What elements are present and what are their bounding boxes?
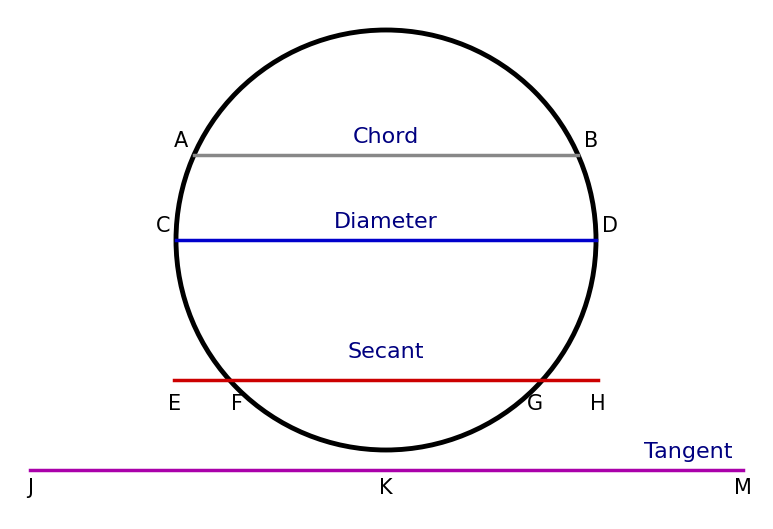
Text: Diameter: Diameter — [334, 212, 438, 232]
Text: Secant: Secant — [348, 342, 424, 362]
Text: J: J — [27, 478, 33, 498]
Text: M: M — [734, 478, 752, 498]
Text: B: B — [584, 131, 598, 151]
Text: E: E — [168, 394, 181, 414]
Text: Tangent: Tangent — [645, 442, 733, 462]
Text: H: H — [590, 394, 605, 414]
Circle shape — [176, 30, 596, 450]
Text: G: G — [526, 394, 543, 414]
Text: C: C — [155, 216, 170, 236]
Text: K: K — [380, 478, 393, 498]
Text: D: D — [602, 216, 618, 236]
Text: F: F — [231, 394, 243, 414]
Text: Chord: Chord — [353, 127, 419, 147]
Text: A: A — [174, 131, 188, 151]
